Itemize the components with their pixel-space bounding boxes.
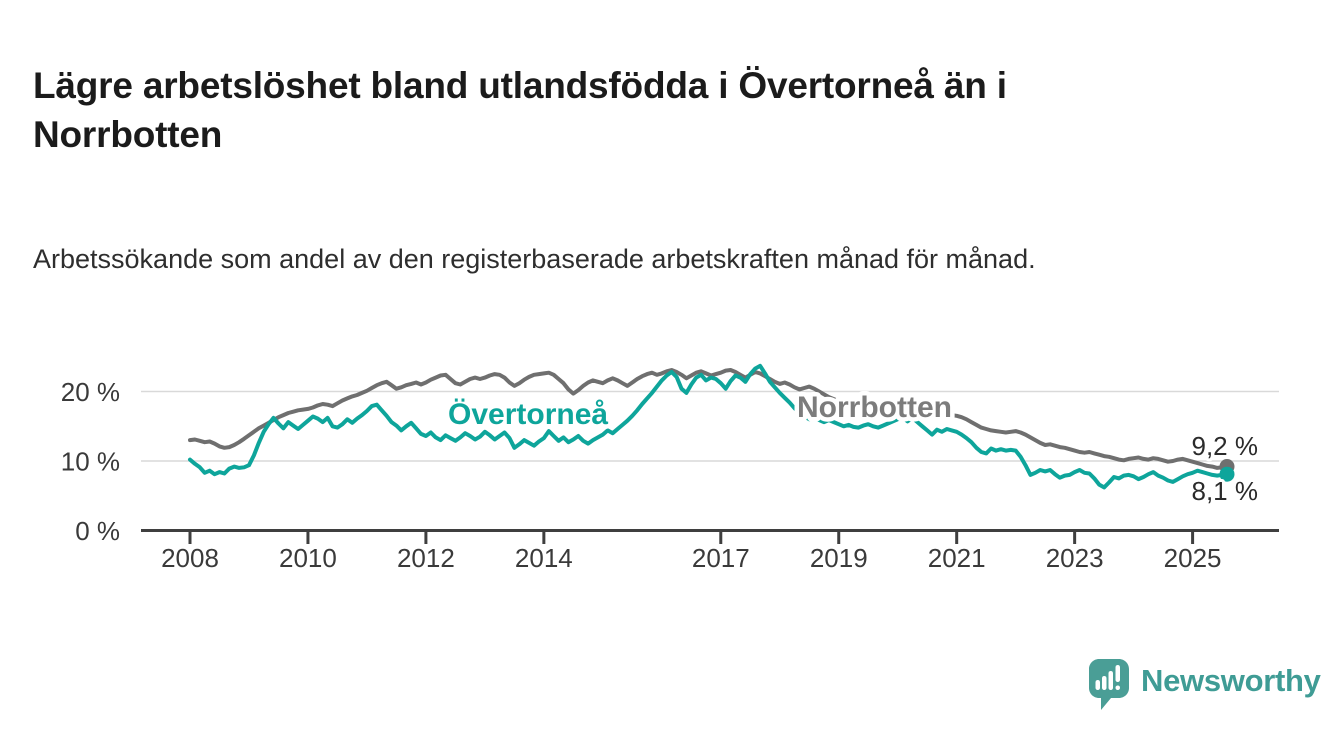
x-tick-label: 2025 [1164, 543, 1222, 573]
x-tick-label: 2008 [161, 543, 219, 573]
x-axis-ticks [188, 532, 1195, 544]
y-axis-labels: 0 % 10 % 20 % [61, 377, 120, 546]
norrbotten-end-value-label: 9,2 % [1192, 431, 1259, 461]
x-tick-label: 2019 [810, 543, 868, 573]
y-tick-label: 20 % [61, 377, 120, 407]
norrbotten-line [188, 368, 1229, 470]
overtornea-end-dot [1219, 466, 1235, 482]
page-subtitle: Arbetssökande som andel av den registerb… [33, 244, 1036, 274]
overtornea-series-label: Övertorneå [448, 398, 608, 431]
x-tick-label: 2010 [279, 543, 337, 573]
x-tick-label: 2023 [1046, 543, 1104, 573]
newsworthy-logo: Newsworthy [1088, 658, 1321, 711]
overtornea-end-value-label: 8,1 % [1192, 476, 1259, 506]
x-tick-label: 2012 [397, 543, 455, 573]
bar-chart-speech-bubble-icon [1089, 659, 1129, 710]
x-tick-label: 2017 [692, 543, 750, 573]
x-axis-labels: 2008 2010 2012 2014 2017 2019 2021 2023 2025 [161, 543, 1221, 573]
x-tick-label: 2021 [928, 543, 986, 573]
y-tick-label: 0 % [75, 516, 120, 546]
x-tick-label: 2014 [515, 543, 573, 573]
norrbotten-series-label: Norrbotten [797, 391, 952, 424]
gridlines [141, 390, 1279, 462]
newsworthy-wordmark: Newsworthy [1141, 663, 1321, 698]
page-title: Lägre arbetslöshet bland utlandsfödda i … [33, 64, 1007, 156]
y-tick-label: 10 % [61, 447, 120, 477]
overtornea-line [188, 363, 1229, 490]
